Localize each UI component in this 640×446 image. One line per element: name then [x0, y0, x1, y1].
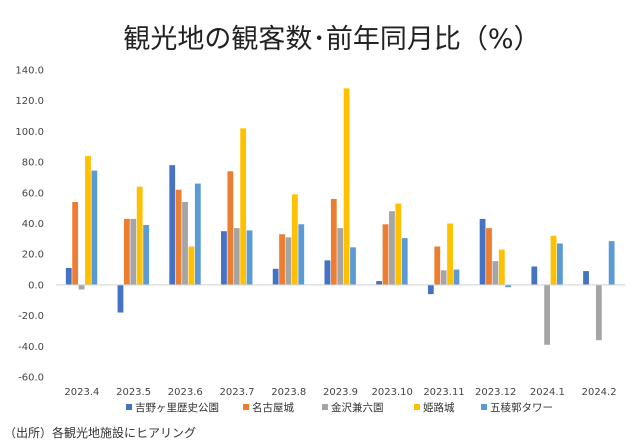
bar [291, 194, 298, 285]
bar [608, 241, 615, 285]
bar [143, 225, 149, 285]
bar [447, 223, 453, 285]
bar [130, 218, 137, 285]
legend-swatch [126, 404, 132, 410]
bar [233, 228, 240, 285]
legend-swatch [481, 404, 487, 410]
x-tick-label: 2023.5 [116, 387, 151, 398]
bar [498, 249, 505, 285]
y-tick-label: 60.0 [22, 188, 44, 199]
y-tick-label: 140.0 [15, 66, 44, 77]
bar [221, 231, 227, 285]
bar [401, 238, 408, 285]
bar [182, 202, 188, 285]
bar [246, 230, 253, 285]
bar [595, 284, 602, 341]
bar [117, 284, 124, 313]
bar [272, 268, 279, 285]
x-tick-label: 2023.12 [475, 387, 516, 398]
bar [350, 247, 356, 285]
bar [169, 165, 176, 285]
y-tick-label: -60.0 [18, 373, 44, 384]
x-tick-label: 2024.2 [582, 387, 617, 398]
bar [544, 284, 551, 345]
legend-label: 吉野ヶ里歴史公園 [135, 402, 219, 414]
legend-swatch [243, 404, 249, 410]
source-note: （出所）各観光地施設にヒアリング [4, 426, 197, 440]
bar [376, 281, 383, 285]
y-axis: -60.0 -40.0 -20.0 0.0 20.0 40.0 60.0 80.0 100.0 1… [15, 66, 44, 384]
bar [85, 155, 91, 285]
bar [505, 284, 512, 288]
bar [440, 270, 447, 285]
legend-label: 姫路城 [423, 401, 455, 414]
legend-label: 名古屋城 [252, 401, 294, 414]
bar [240, 128, 247, 285]
chart-title: 観光地の観客数･前年同月比（%） [123, 24, 540, 55]
x-tick-label: 2023.8 [271, 387, 306, 398]
y-tick-label: 20.0 [22, 250, 44, 261]
bar [175, 189, 182, 285]
bars [65, 88, 615, 345]
bar [382, 224, 389, 285]
bar [557, 243, 563, 285]
bar [194, 183, 201, 285]
y-tick-label: 80.0 [22, 158, 44, 169]
bar [123, 218, 130, 285]
bar [72, 202, 79, 285]
bar [227, 171, 234, 285]
bar [427, 284, 434, 295]
legend-label: 金沢兼六園 [331, 401, 384, 414]
x-tick-label: 2023.6 [168, 387, 203, 398]
bar [78, 284, 85, 290]
x-tick-label: 2023.9 [323, 387, 358, 398]
bar [389, 211, 395, 285]
y-tick-label: 100.0 [15, 127, 44, 138]
bar [453, 269, 460, 285]
x-tick-label: 2023.7 [220, 387, 255, 398]
bar [395, 203, 402, 285]
legend: 吉野ヶ里歴史公園 名古屋城 金沢兼六園 姫路城 五稜郭タワー [126, 401, 553, 414]
y-tick-label: 0.0 [28, 280, 44, 291]
x-tick-label: 2023.10 [372, 387, 413, 398]
bar [531, 266, 538, 285]
bar [337, 228, 344, 285]
legend-swatch [414, 404, 420, 410]
bar [188, 246, 195, 285]
bar [492, 261, 499, 285]
bar [343, 88, 350, 285]
bar [91, 170, 98, 285]
bar [279, 234, 285, 285]
bar [285, 237, 292, 285]
legend-label: 五稜郭タワー [490, 401, 553, 414]
bar [479, 218, 486, 285]
bar [583, 271, 589, 285]
bar [330, 198, 337, 285]
x-tick-label: 2023.4 [64, 387, 99, 398]
bar [324, 260, 331, 285]
bar [486, 228, 492, 285]
y-tick-label: 120.0 [15, 96, 44, 107]
x-tick-label: 2024.1 [530, 387, 565, 398]
bar [136, 186, 143, 285]
y-tick-label: 40.0 [22, 219, 44, 230]
bar [434, 246, 441, 285]
y-tick-label: -20.0 [18, 311, 44, 322]
y-tick-label: -40.0 [18, 342, 44, 353]
bar [550, 235, 557, 285]
legend-swatch [322, 404, 328, 410]
x-axis: 2023.4 2023.5 2023.6 2023.7 2023.8 2023.9 2023… [56, 284, 625, 398]
bar [65, 268, 72, 285]
x-tick-label: 2023.11 [423, 387, 464, 398]
bar [298, 224, 305, 285]
